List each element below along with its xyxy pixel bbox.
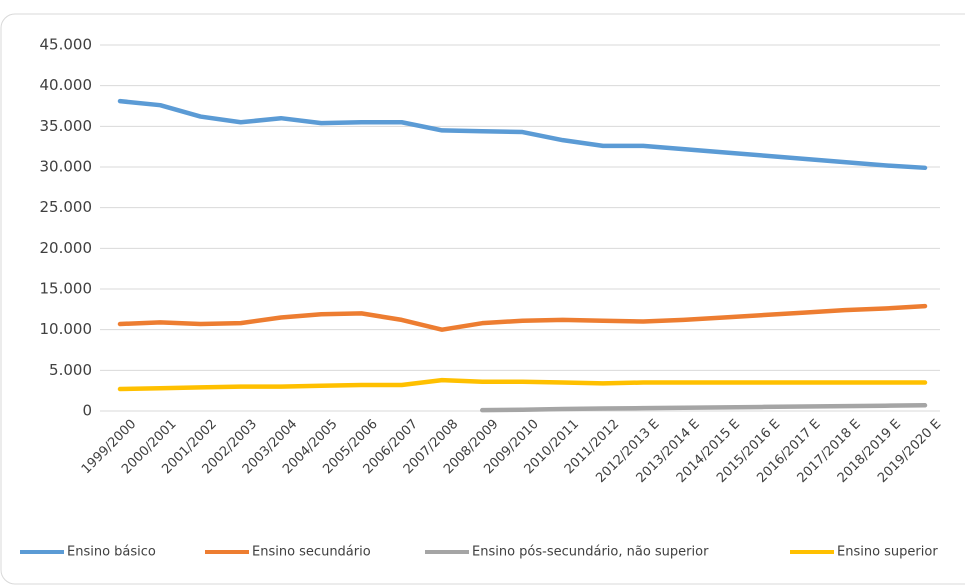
chart-border: [0, 13, 965, 585]
y-tick-label: 25.000: [40, 198, 93, 216]
y-tick-label: 40.000: [40, 76, 93, 94]
y-tick-label: 5.000: [49, 361, 92, 379]
y-tick-label: 35.000: [40, 117, 93, 135]
legend-label: Ensino pós-secundário, não superior: [472, 545, 709, 560]
y-tick-label: 0: [82, 402, 92, 420]
legend-label: Ensino básico: [67, 545, 156, 560]
legend: Ensino básico Ensino secundário Ensino pós…: [20, 545, 938, 560]
y-tick-label: 15.000: [40, 280, 93, 298]
legend-label: Ensino secundário: [252, 545, 371, 560]
series-line: [117, 98, 928, 171]
y-tick-label: 10.000: [40, 320, 93, 338]
legend-label: Ensino superior: [837, 545, 938, 560]
y-tick-label: 30.000: [40, 158, 93, 176]
series-line: [480, 403, 928, 413]
series-line: [117, 377, 928, 392]
y-tick-label: 20.000: [40, 239, 93, 257]
y-tick-label: 45.000: [40, 36, 93, 54]
series-line: [117, 303, 928, 332]
